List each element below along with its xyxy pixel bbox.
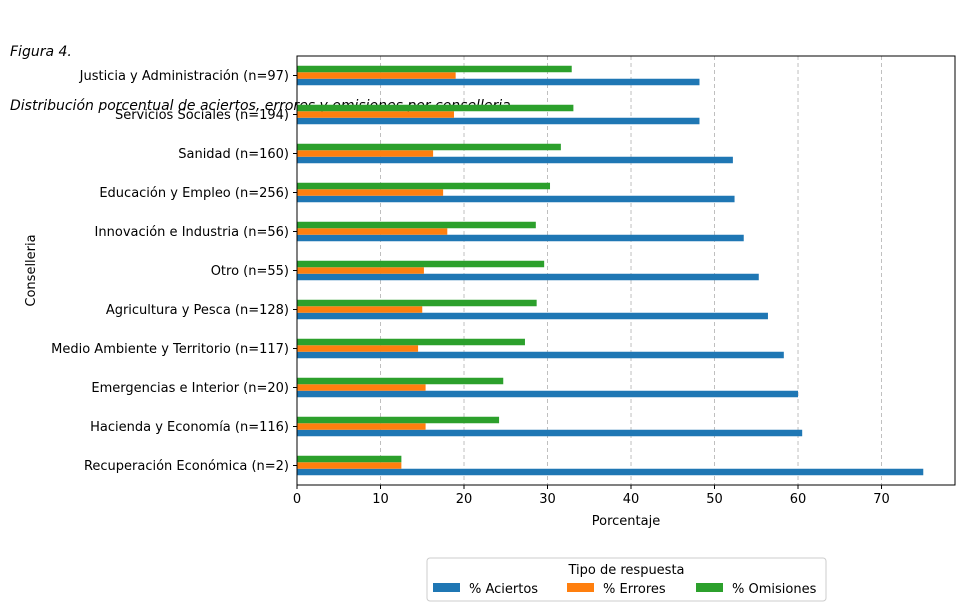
legend-swatch [696, 583, 723, 592]
bar [297, 195, 735, 203]
x-tick-label: 30 [539, 492, 556, 507]
bar [297, 117, 700, 125]
x-tick-label: 70 [873, 492, 890, 507]
x-tick-label: 60 [790, 492, 807, 507]
y-tick-label: Justicia y Administración (n=97) [79, 69, 289, 84]
y-tick-label: Emergencias e Interior (n=20) [91, 381, 289, 396]
x-axis-label: Porcentaje [592, 514, 660, 529]
bar [297, 104, 574, 112]
grid-lines [380, 56, 882, 485]
x-tick-label: 10 [372, 492, 389, 507]
legend-swatch [567, 583, 594, 592]
bar [297, 182, 551, 190]
legend-box [426, 557, 827, 602]
bar [297, 377, 504, 385]
bar [297, 345, 419, 352]
bar [297, 143, 561, 151]
legend-items: % Aciertos % Errores % Omisiones [433, 582, 817, 597]
bar [297, 312, 768, 320]
bar [297, 267, 424, 274]
bar [297, 221, 536, 229]
bar [297, 351, 784, 359]
bar [297, 78, 700, 86]
bar [297, 111, 454, 118]
figure-label: Figura 4. [10, 44, 72, 60]
x-axis-ticks: 0 10 20 30 40 50 60 70 [293, 485, 890, 507]
y-tick-label: Hacienda y Economía (n=116) [90, 420, 289, 435]
y-axis-label: Conselleria [24, 234, 39, 306]
bar [297, 228, 448, 235]
bar [297, 65, 572, 73]
bar [297, 189, 444, 196]
y-tick-label: Recuperación Económica (n=2) [84, 459, 289, 474]
y-tick-label: Otro (n=55) [211, 264, 289, 279]
y-tick-label: Medio Ambiente y Territorio (n=117) [51, 342, 289, 357]
bar [297, 416, 500, 424]
bar [297, 390, 799, 398]
legend: Tipo de respuesta % Aciertos % Errores % O… [426, 557, 827, 602]
bar [297, 468, 924, 476]
bar [297, 260, 545, 268]
bar [297, 429, 803, 437]
bar [297, 150, 434, 157]
bar [297, 306, 423, 313]
legend-entry: % Omisiones [732, 582, 817, 597]
legend-entry: % Aciertos [469, 582, 538, 597]
bar [297, 462, 402, 469]
y-tick-label: Servicios Sociales (n=194) [115, 108, 289, 123]
y-tick-label: Agricultura y Pesca (n=128) [106, 303, 289, 318]
bar [297, 299, 537, 307]
bar [297, 156, 733, 164]
legend-swatch [433, 583, 460, 592]
x-tick-label: 40 [623, 492, 640, 507]
y-axis-ticks: Justicia y Administración (n=97) Servicio… [51, 69, 297, 474]
bar [297, 338, 525, 346]
legend-title: Tipo de respuesta [567, 563, 684, 578]
bar [297, 273, 759, 281]
bars [297, 65, 924, 476]
x-tick-label: 0 [293, 492, 301, 507]
y-tick-label: Educación y Empleo (n=256) [99, 186, 289, 201]
bar [297, 72, 456, 79]
bar [297, 455, 402, 463]
bar [297, 234, 744, 242]
x-tick-label: 50 [706, 492, 723, 507]
legend-entry: % Errores [603, 582, 666, 597]
y-tick-label: Innovación e Industria (n=56) [95, 225, 289, 240]
x-tick-label: 20 [456, 492, 473, 507]
bar [297, 423, 426, 430]
bar [297, 384, 426, 391]
y-tick-label: Sanidad (n=160) [178, 147, 289, 162]
